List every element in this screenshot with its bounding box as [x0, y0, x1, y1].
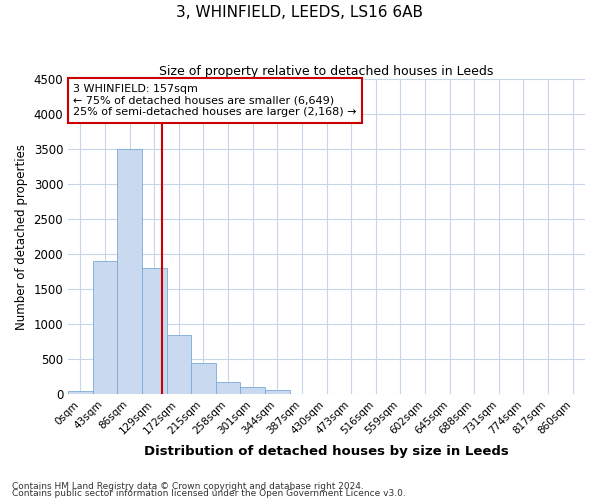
Bar [191, 363, 216, 394]
Bar [68, 391, 92, 394]
Bar [142, 268, 167, 394]
Bar [117, 149, 142, 394]
Title: Size of property relative to detached houses in Leeds: Size of property relative to detached ho… [160, 65, 494, 78]
Bar [167, 335, 191, 394]
Text: 3, WHINFIELD, LEEDS, LS16 6AB: 3, WHINFIELD, LEEDS, LS16 6AB [176, 5, 424, 20]
Y-axis label: Number of detached properties: Number of detached properties [15, 144, 28, 330]
Text: 3 WHINFIELD: 157sqm
← 75% of detached houses are smaller (6,649)
25% of semi-det: 3 WHINFIELD: 157sqm ← 75% of detached ho… [73, 84, 357, 117]
Bar [241, 388, 265, 394]
Bar [216, 382, 241, 394]
X-axis label: Distribution of detached houses by size in Leeds: Distribution of detached houses by size … [144, 444, 509, 458]
Bar [265, 390, 290, 394]
Bar [92, 262, 117, 394]
Text: Contains public sector information licensed under the Open Government Licence v3: Contains public sector information licen… [12, 490, 406, 498]
Text: Contains HM Land Registry data © Crown copyright and database right 2024.: Contains HM Land Registry data © Crown c… [12, 482, 364, 491]
